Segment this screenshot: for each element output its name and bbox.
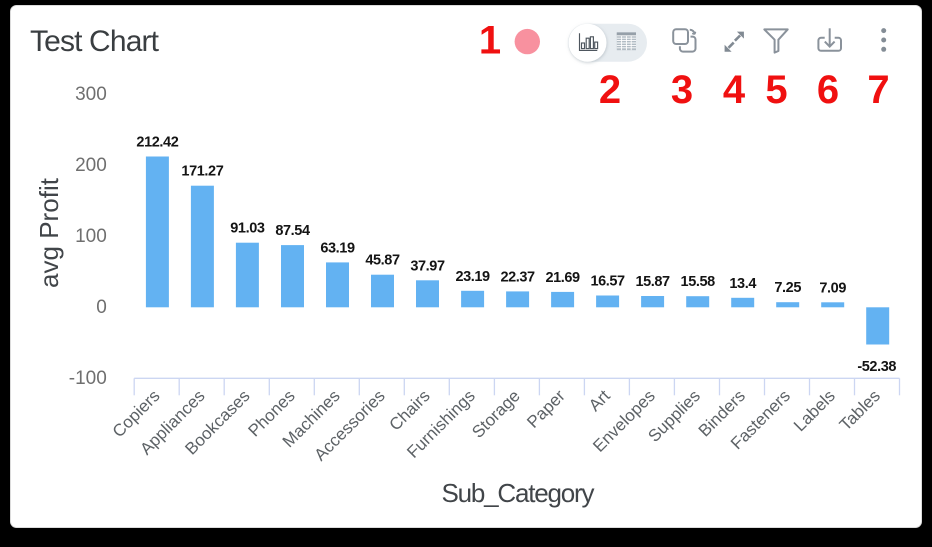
svg-text:212.42: 212.42 (136, 135, 178, 151)
svg-text:171.27: 171.27 (181, 164, 223, 180)
svg-text:15.87: 15.87 (635, 274, 670, 290)
svg-text:Sub_Category: Sub_Category (442, 478, 595, 508)
svg-text:5: 5 (765, 68, 787, 112)
svg-text:Test Chart: Test Chart (30, 25, 160, 58)
svg-text:45.87: 45.87 (365, 253, 400, 269)
svg-text:100: 100 (75, 226, 107, 247)
svg-text:4: 4 (723, 68, 746, 112)
svg-text:avg Profit: avg Profit (34, 177, 64, 288)
svg-text:6: 6 (817, 68, 839, 112)
svg-text:16.57: 16.57 (590, 274, 625, 290)
svg-text:7: 7 (867, 68, 889, 112)
svg-text:21.69: 21.69 (545, 270, 580, 286)
svg-text:2: 2 (599, 68, 621, 112)
svg-text:22.37: 22.37 (500, 269, 535, 285)
svg-text:-100: -100 (69, 368, 107, 389)
svg-text:300: 300 (75, 84, 107, 105)
svg-text:-52.38: -52.38 (857, 359, 896, 375)
svg-text:13.4: 13.4 (729, 276, 756, 292)
svg-text:1: 1 (479, 19, 501, 63)
svg-text:91.03: 91.03 (230, 221, 265, 237)
svg-text:15.58: 15.58 (681, 274, 716, 290)
svg-text:23.19: 23.19 (455, 269, 490, 285)
svg-text:0: 0 (96, 297, 107, 318)
svg-text:87.54: 87.54 (275, 223, 310, 239)
svg-text:200: 200 (75, 155, 107, 176)
svg-text:37.97: 37.97 (410, 258, 445, 274)
svg-text:3: 3 (671, 68, 693, 112)
svg-text:7.25: 7.25 (774, 280, 801, 296)
svg-text:63.19: 63.19 (320, 240, 355, 256)
svg-text:7.09: 7.09 (819, 280, 846, 296)
